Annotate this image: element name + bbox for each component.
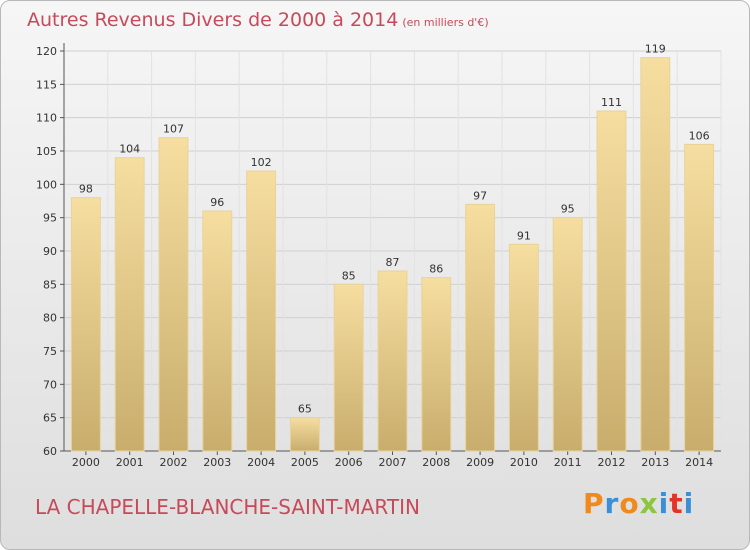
bar-2006 <box>333 283 364 452</box>
y-tick-label: 85 <box>43 278 57 291</box>
bar-2014 <box>684 143 715 452</box>
y-tick-label: 70 <box>43 378 57 391</box>
data-label: 102 <box>251 156 272 169</box>
data-label: 104 <box>119 143 140 156</box>
bars <box>70 57 715 452</box>
logo-letter: i <box>683 487 695 520</box>
logo-letter: x <box>639 487 659 520</box>
logo-letter: r <box>604 487 620 520</box>
y-tick-label: 60 <box>43 445 57 458</box>
data-label: 106 <box>689 129 710 142</box>
y-tick-label: 90 <box>43 245 57 258</box>
logo-letter: i <box>658 487 670 520</box>
data-label: 96 <box>210 196 224 209</box>
x-tick-label: 2004 <box>247 456 275 469</box>
chart-title-text: Autres Revenus Divers de 2000 à 2014 <box>27 9 399 31</box>
bar-2005 <box>289 417 320 452</box>
bar-2008 <box>421 277 452 452</box>
y-tick-label: 110 <box>36 112 57 125</box>
bar-2013 <box>640 57 671 452</box>
data-label: 86 <box>429 263 443 276</box>
logo-letter: t <box>669 487 684 520</box>
x-tick-label: 2002 <box>160 456 188 469</box>
x-tick-label: 2003 <box>203 456 231 469</box>
y-tick-label: 100 <box>36 178 57 191</box>
data-label: 97 <box>473 189 487 202</box>
bar-2009 <box>465 203 496 452</box>
logo-letter: o <box>619 487 640 520</box>
x-tick-label: 2009 <box>466 456 494 469</box>
y-tick-label: 75 <box>43 345 57 358</box>
x-tick-label: 2011 <box>554 456 582 469</box>
x-tick-label: 2014 <box>685 456 713 469</box>
y-tick-label: 115 <box>36 78 57 91</box>
x-tick-label: 2012 <box>598 456 626 469</box>
x-tick-label: 2000 <box>72 456 100 469</box>
bar-2007 <box>377 270 408 452</box>
x-tick-label: 2013 <box>641 456 669 469</box>
y-tick-label: 95 <box>43 212 57 225</box>
data-label: 95 <box>561 203 575 216</box>
y-tick-label: 120 <box>36 45 57 58</box>
place-name: LA CHAPELLE-BLANCHE-SAINT-MARTIN <box>35 495 420 519</box>
chart-title-unit: (en milliers d'€) <box>402 16 489 29</box>
data-label: 87 <box>386 256 400 269</box>
y-tick-label: 65 <box>43 412 57 425</box>
bar-2010 <box>508 243 539 452</box>
labels: 98 104 107 96 102 65 85 87 86 97 91 95 111 119 106 <box>79 43 710 416</box>
data-label: 107 <box>163 123 184 136</box>
data-label: 85 <box>342 269 356 282</box>
chart-title: Autres Revenus Divers de 2000 à 2014 (en … <box>27 9 489 31</box>
bar-2011 <box>552 217 583 452</box>
bar-2002 <box>158 137 189 452</box>
x-tick-label: 2005 <box>291 456 319 469</box>
data-label: 119 <box>645 43 666 56</box>
logo-letter: P <box>583 487 605 520</box>
data-label: 65 <box>298 403 312 416</box>
x-tick-label: 2006 <box>335 456 363 469</box>
bar-2000 <box>70 197 101 452</box>
bar-2003 <box>202 210 233 452</box>
bar-2001 <box>114 157 145 452</box>
bar-2012 <box>596 110 627 452</box>
data-label: 98 <box>79 183 93 196</box>
data-label: 91 <box>517 229 531 242</box>
x-tick-label: 2008 <box>422 456 450 469</box>
x-tick-label: 2001 <box>116 456 144 469</box>
y-tick-label: 80 <box>43 312 57 325</box>
x-tick-label: 2010 <box>510 456 538 469</box>
data-label: 111 <box>601 96 622 109</box>
proxiti-logo[interactable]: Proxiti <box>583 487 694 520</box>
x-tick-label: 2007 <box>379 456 407 469</box>
y-tick-label: 105 <box>36 145 57 158</box>
bar-2004 <box>246 170 277 452</box>
